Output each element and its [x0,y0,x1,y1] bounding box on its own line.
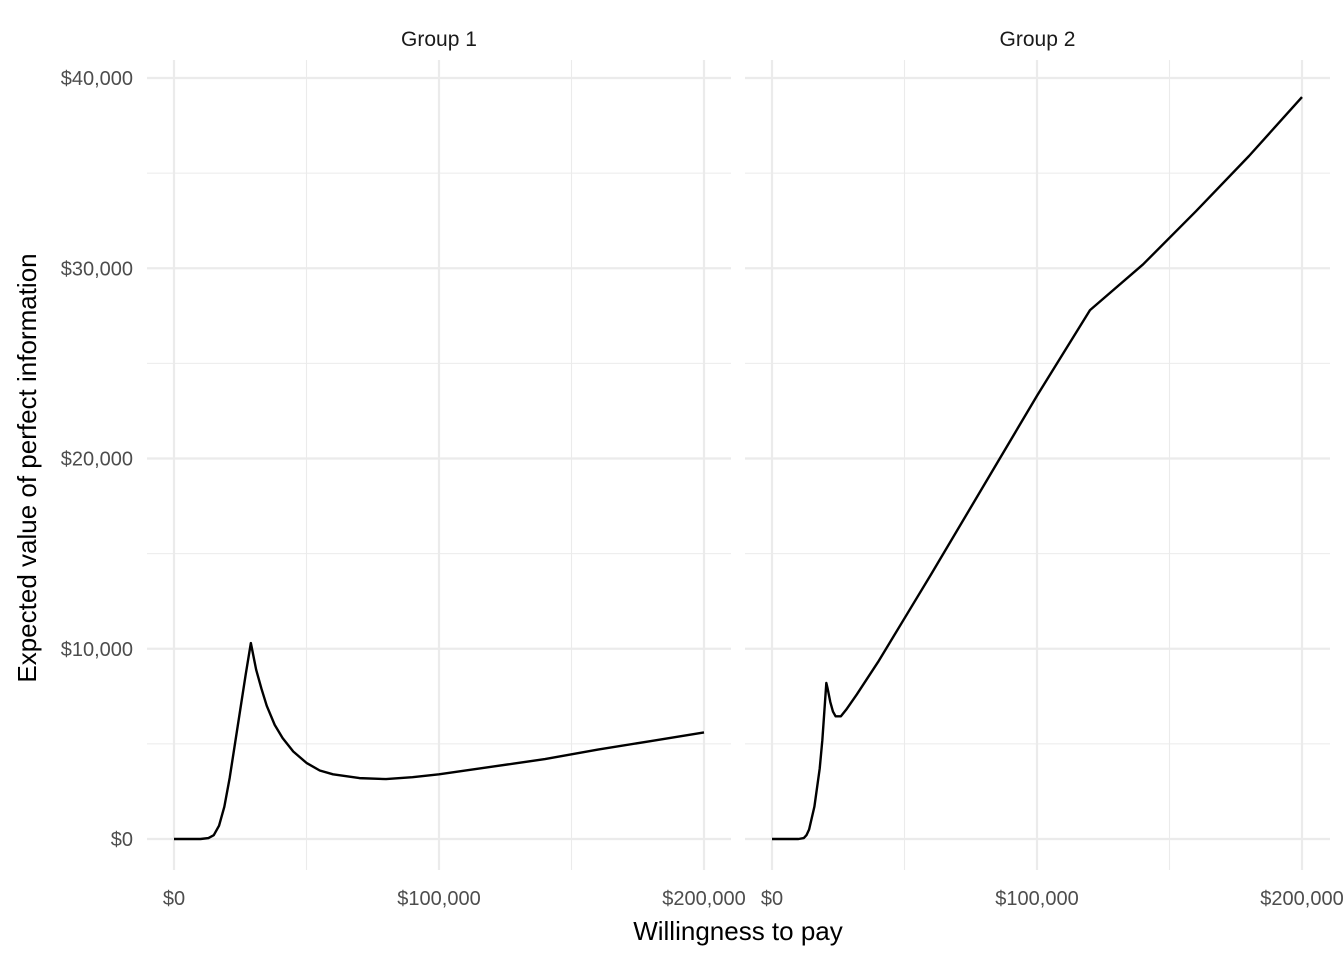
panel-title: Group 2 [1000,28,1076,51]
y-tick-label: $0 [111,829,133,851]
y-axis-title: Expected value of perfect information [12,253,42,682]
x-tick-label: $100,000 [995,888,1078,910]
series-line-group-2 [772,96,1303,841]
series-line-group-1 [174,641,705,841]
y-axis: $0 $10,000 $20,000 $30,000 $40,000 [61,68,133,851]
x-tick-label: $0 [761,888,783,910]
y-tick-label: $20,000 [61,449,133,471]
x-tick-label: $200,000 [1260,888,1343,910]
x-tick-label: $200,000 [662,888,745,910]
panel-2: Group 2 $0 $100,000 $200,000 [745,28,1344,910]
x-tick-label: $100,000 [397,888,480,910]
panel-1: Group 1 $0 $100,000 $200,000 [147,28,746,910]
panels: Group 1 $0 $100,000 $200,000 Group 2 $0 $100,0… [147,28,1344,910]
panel-title: Group 1 [401,28,477,51]
y-tick-label: $40,000 [61,68,133,90]
y-tick-label: $30,000 [61,258,133,280]
y-tick-label: $10,000 [61,639,133,661]
x-axis-title: Willingness to pay [633,916,843,946]
x-tick-label: $0 [163,888,185,910]
